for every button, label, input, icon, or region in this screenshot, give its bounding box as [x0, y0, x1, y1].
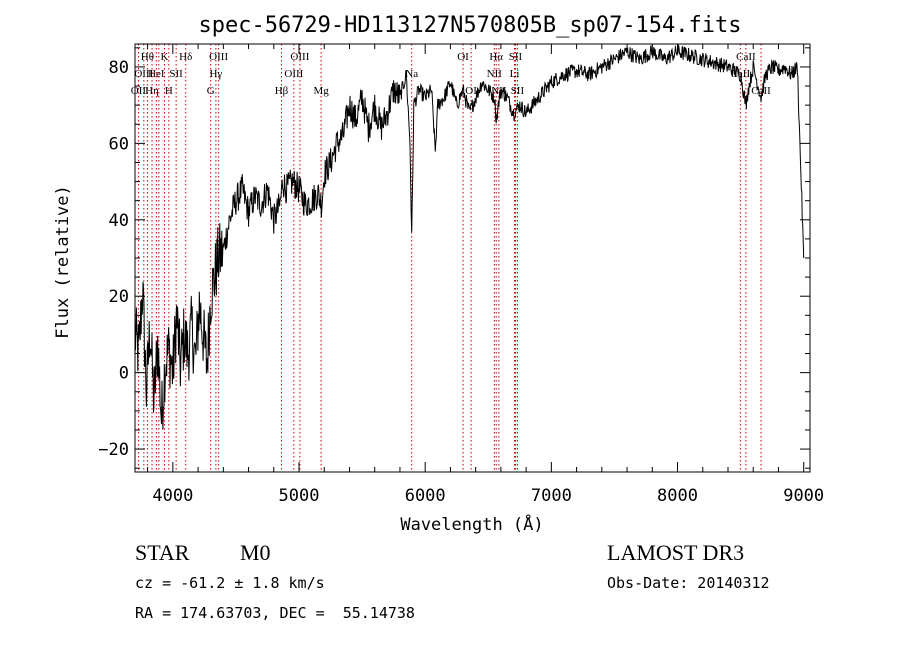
line-marker-label-12: OIII — [209, 51, 228, 63]
line-marker-label-7: H — [165, 85, 173, 97]
line-marker-label-25: SII — [511, 85, 525, 97]
line-marker-label-1: OIII — [134, 68, 153, 80]
x-axis-ticks: 4000 5000 6000 7000 8000 9000 — [147, 44, 824, 506]
survey-name: LAMOST DR3 — [607, 540, 745, 565]
line-marker-label-6: K — [161, 51, 169, 63]
line-marker-label-14: OIII — [284, 68, 303, 80]
line-marker-label-8: SII — [169, 68, 183, 80]
x-tick-label-5: 9000 — [783, 486, 824, 506]
spectrum-series — [134, 44, 805, 430]
line-marker-label-10: G — [207, 85, 215, 97]
y-tick-label-3: 40 — [109, 211, 129, 231]
line-marker-label-28: CaII — [751, 85, 771, 97]
emission-line-markers — [137, 44, 762, 472]
y-tick-label-2: 20 — [109, 287, 129, 307]
y-tick-label-4: 60 — [109, 134, 129, 154]
line-marker-label-0: OII — [131, 85, 147, 97]
line-marker-label-16: Mg — [313, 85, 329, 97]
y-tick-label-0: −20 — [98, 440, 129, 460]
line-marker-label-20: NII — [487, 68, 503, 80]
line-marker-label-4: HeI — [148, 68, 165, 80]
line-marker-label-17: Na — [405, 68, 418, 80]
spectral-subclass: M0 — [240, 540, 271, 565]
redshift-velocity: cz = -61.2 ± 1.8 km/s — [135, 574, 325, 592]
y-axis-label: Flux (relative) — [53, 185, 73, 339]
line-marker-label-11: Hγ — [209, 68, 222, 80]
line-marker-label-27: CaII — [736, 51, 756, 63]
line-marker-label-3: Hη — [145, 85, 159, 97]
x-tick-label-0: 4000 — [152, 486, 193, 506]
y-tick-label-1: 0 — [119, 364, 129, 384]
y-axis-ticks: −20 0 20 40 60 80 — [98, 47, 810, 469]
x-tick-label-2: 6000 — [405, 486, 446, 506]
y-tick-label-5: 80 — [109, 58, 129, 78]
line-marker-label-13: Hβ — [275, 85, 289, 97]
line-marker-label-21: Hα — [489, 51, 503, 63]
spectrum-line — [134, 44, 805, 430]
x-tick-label-4: 8000 — [657, 486, 698, 506]
line-marker-label-19: OI — [465, 85, 477, 97]
line-marker-label-26: CaII — [731, 68, 751, 80]
line-marker-label-18: OI — [457, 51, 469, 63]
line-marker-label-2: Hθ — [141, 51, 154, 63]
x-tick-label-1: 5000 — [279, 486, 320, 506]
chart-title: spec-56729-HD113127N570805B_sp07-154.fit… — [198, 13, 741, 38]
object-class: STAR — [135, 540, 190, 565]
line-marker-label-9: Hδ — [179, 51, 192, 63]
line-marker-label-23: Li — [510, 68, 520, 80]
observation-date: Obs-Date: 20140312 — [607, 574, 770, 592]
coordinates: RA = 174.63703, DEC = 55.14738 — [135, 604, 415, 622]
line-marker-label-24: SII — [509, 51, 523, 63]
emission-line-labels: OII OIII Hθ Hη HeI K H SII Hδ G Hγ OIII Hβ OIII OIII Mg… — [131, 51, 771, 97]
x-axis-label: Wavelength (Å) — [400, 513, 543, 535]
x-tick-label-3: 7000 — [531, 486, 572, 506]
line-marker-label-15: OIII — [290, 51, 309, 63]
